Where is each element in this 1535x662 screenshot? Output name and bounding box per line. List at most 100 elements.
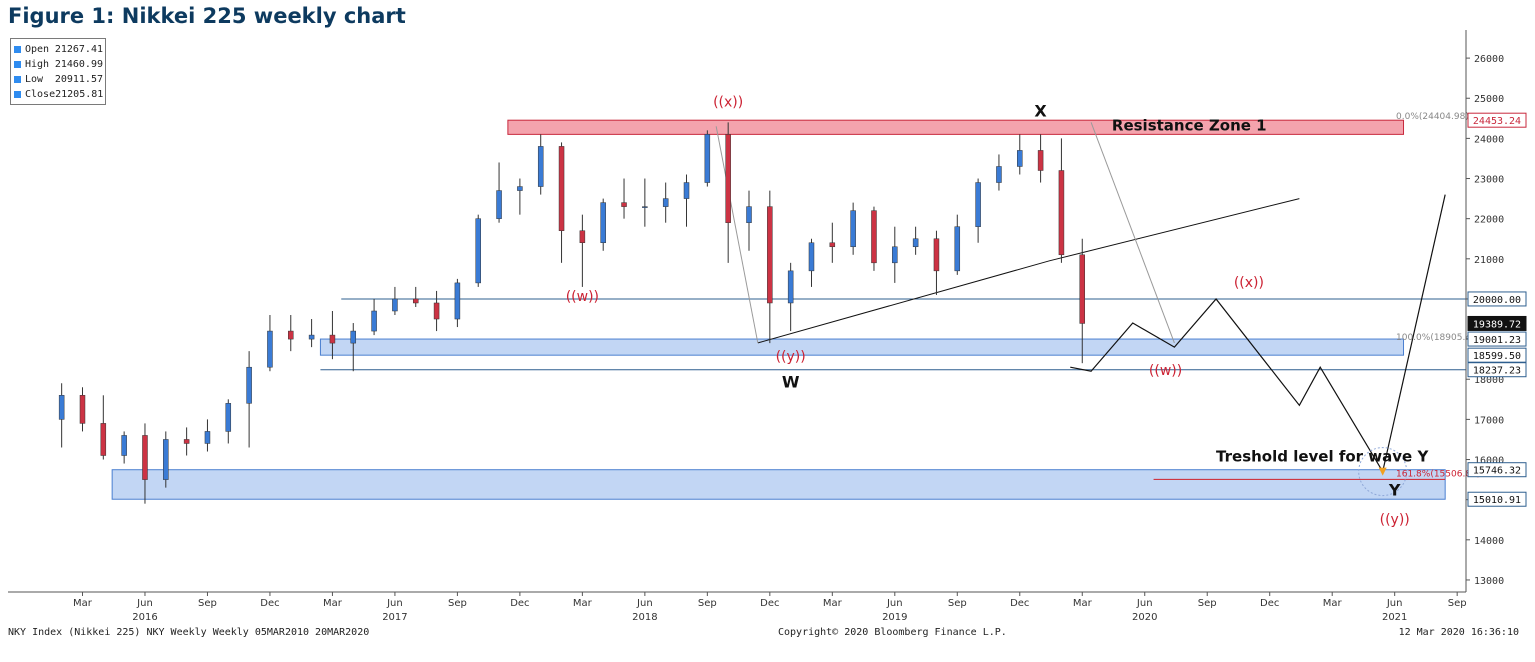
ohlc-value: 20911.57 xyxy=(54,74,103,85)
candle-body xyxy=(787,270,794,304)
candle-body xyxy=(412,298,419,304)
candle-body xyxy=(683,182,690,199)
y-tick-label: 26000 xyxy=(1474,54,1504,65)
candle-body xyxy=(767,206,773,304)
x-tick-label: Sep xyxy=(198,598,217,609)
target-marker xyxy=(1378,467,1387,476)
x-tick-label: Jun xyxy=(386,598,403,609)
x-year-label: 2021 xyxy=(1382,612,1407,623)
candle-body xyxy=(662,198,669,207)
wave-label: ((x)) xyxy=(1234,275,1264,291)
ohlc-key: Low xyxy=(25,74,44,85)
footer-copyright: Copyright© 2020 Bloomberg Finance L.P. xyxy=(778,627,1007,638)
price-tag-box xyxy=(1467,331,1527,347)
x-tick-label: Jun xyxy=(1136,598,1153,609)
y-tick-label: 25000 xyxy=(1474,94,1504,105)
x-tick-label: Sep xyxy=(448,598,467,609)
x-tick-label: Sep xyxy=(1448,598,1467,609)
candle-body xyxy=(225,403,232,432)
candle-body xyxy=(308,334,315,340)
low-swatch xyxy=(14,76,21,83)
ohlc-key: Open xyxy=(25,44,50,55)
candle-body xyxy=(600,202,606,244)
y-tick-label: 14000 xyxy=(1474,536,1504,547)
price-tag-label: 18237.23 xyxy=(1473,366,1521,377)
x-year-label: 2020 xyxy=(1132,612,1157,623)
x-tick-label: Mar xyxy=(1073,598,1093,609)
candle-body xyxy=(1058,170,1065,256)
ohlc-value: 21205.81 xyxy=(55,89,104,100)
price-tag-label: 20000.00 xyxy=(1473,295,1521,306)
y-tick-label: 17000 xyxy=(1474,415,1504,426)
figure-title: Figure 1: Nikkei 225 weekly chart xyxy=(8,4,406,28)
ohlc-close-row: Close 21205.81 xyxy=(14,87,103,102)
candle-body xyxy=(475,218,481,284)
x-tick-label: Dec xyxy=(260,598,279,609)
fib-level-label: 100.0%(18905.49) xyxy=(1396,333,1480,343)
candle-body xyxy=(433,302,440,320)
ohlc-key: Close xyxy=(25,89,56,100)
candle-body xyxy=(850,210,856,248)
x-tick-label: Dec xyxy=(1010,598,1029,609)
price-tag-box xyxy=(1467,291,1527,307)
y-tick-label: 13000 xyxy=(1474,576,1504,587)
candle-body xyxy=(954,226,961,272)
ohlc-value: 21460.99 xyxy=(54,59,103,70)
candle-body xyxy=(329,334,336,344)
fib-guide-line xyxy=(1090,122,1175,344)
price-tag-label: 24453.24 xyxy=(1473,116,1521,127)
candle-body xyxy=(142,435,148,480)
price-tag-box xyxy=(1467,491,1527,507)
footer-timestamp: 12 Mar 2020 16:36:10 xyxy=(1398,627,1519,638)
target-circle xyxy=(1358,447,1408,497)
price-tag-box xyxy=(1467,347,1527,363)
x-tick-label: Mar xyxy=(573,598,593,609)
x-tick-label: Jun xyxy=(136,598,153,609)
candle-body xyxy=(746,206,752,223)
fib-level-label: 161.8%(15506.81) xyxy=(1396,469,1480,479)
x-tick-label: Sep xyxy=(948,598,967,609)
x-tick-label: Mar xyxy=(323,598,343,609)
ohlc-key: High xyxy=(25,59,50,70)
candle-body xyxy=(371,310,377,332)
candle-body xyxy=(912,238,919,248)
zones-layer xyxy=(111,119,1446,500)
candle-body xyxy=(1017,150,1023,167)
chart-annotation: Resistance Zone 1 xyxy=(1112,116,1267,134)
ohlc-high-row: High 21460.99 xyxy=(14,57,103,72)
x-tick-label: Dec xyxy=(510,598,529,609)
x-tick-label: Mar xyxy=(1323,598,1343,609)
candle-body xyxy=(204,431,211,444)
ohlc-open-row: Open 21267.41 xyxy=(14,42,103,57)
y-tick-label: 18000 xyxy=(1474,375,1504,386)
candle-body xyxy=(892,246,898,264)
ohlc-legend: Open 21267.41 High 21460.99 Low 20911.57 Cl… xyxy=(10,38,106,105)
resistance-zone xyxy=(507,119,1405,135)
price-tag-box xyxy=(1467,462,1527,478)
fib-guide-line xyxy=(715,126,759,344)
wave-label: ((x)) xyxy=(713,94,743,110)
price-tag-box xyxy=(1467,362,1527,378)
wave-label: ((w)) xyxy=(1149,363,1182,379)
footer-source: NKY Index (Nikkei 225) NKY Weekly Weekly… xyxy=(8,627,370,638)
candle-body xyxy=(537,146,544,187)
x-tick-label: Jun xyxy=(636,598,653,609)
candle-body xyxy=(267,330,273,368)
price-tag-label: 18599.50 xyxy=(1473,351,1521,362)
candle-body xyxy=(975,182,981,227)
labels-layer: 0.0%(24404.98) 100.0%(18905.49) 161.8%(155… xyxy=(566,94,1481,527)
candle-body xyxy=(121,435,127,456)
candle-body xyxy=(392,298,398,312)
paths-layer xyxy=(1070,194,1446,497)
candle-body xyxy=(642,206,648,208)
x-tick-label: Sep xyxy=(698,598,717,609)
x-tick-label: Mar xyxy=(73,598,93,609)
x-tick-label: Sep xyxy=(1198,598,1217,609)
candle-body xyxy=(163,439,169,480)
x-year-label: 2017 xyxy=(382,612,407,623)
wave-label: ((w)) xyxy=(566,289,599,305)
candle-body xyxy=(996,166,1002,183)
x-tick-label: Jun xyxy=(886,598,903,609)
ohlc-value: 21267.41 xyxy=(54,44,103,55)
